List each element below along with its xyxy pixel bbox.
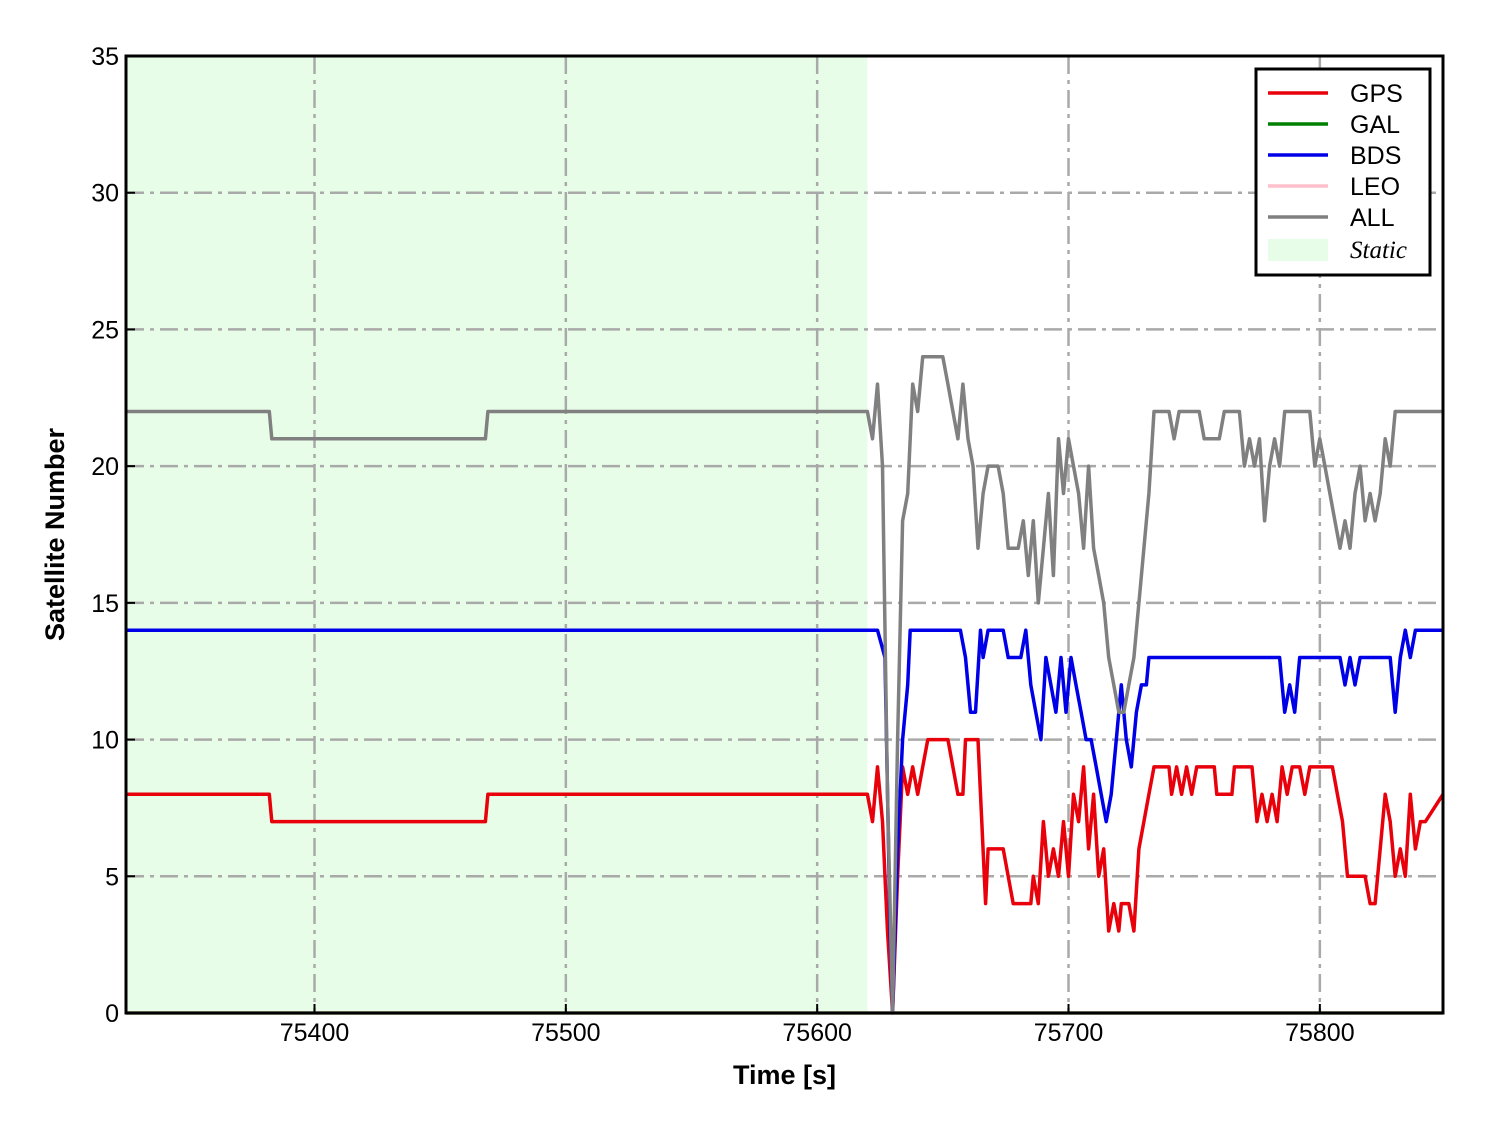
series-line-gps	[126, 737, 1445, 1015]
y-axis-label: Satellite Number	[40, 427, 70, 641]
y-tick-label: 0	[105, 1000, 119, 1028]
x-tick-label: 75500	[531, 1019, 601, 1047]
legend: GPS GAL BDS LEO ALL Static	[1254, 67, 1432, 277]
x-tick-label: 75800	[1285, 1019, 1355, 1047]
legend-label-leo: LEO	[1350, 173, 1400, 201]
y-tick-label: 35	[91, 43, 119, 71]
legend-swatch-static	[1268, 239, 1328, 261]
y-tick-label: 30	[91, 180, 119, 208]
legend-label-gal: GAL	[1350, 111, 1400, 139]
static-region	[126, 56, 868, 1013]
y-tick-label: 10	[91, 727, 119, 755]
legend-label-static: Static	[1350, 237, 1407, 264]
grid-lines	[126, 56, 1443, 1013]
y-tick-label: 25	[91, 316, 119, 344]
axis-ticks: 75400 75500 75600 75700 75800 0 5 10 15 20 25 30 35	[91, 43, 1354, 1047]
y-tick-label: 5	[105, 863, 119, 891]
x-axis-label: Time [s]	[733, 1060, 836, 1090]
x-tick-label: 75700	[1034, 1019, 1104, 1047]
legend-label-bds: BDS	[1350, 142, 1401, 170]
plot-frame	[124, 54, 1445, 1015]
series-line-bds	[126, 628, 1443, 1015]
static-shaded-region	[126, 56, 868, 1013]
y-tick-label: 20	[91, 453, 119, 481]
x-tick-label: 75600	[782, 1019, 852, 1047]
y-tick-label: 15	[91, 590, 119, 618]
legend-label-gps: GPS	[1350, 80, 1403, 108]
series-line-all	[126, 355, 1443, 1015]
x-tick-label: 75400	[280, 1019, 350, 1047]
legend-label-all: ALL	[1350, 204, 1395, 232]
